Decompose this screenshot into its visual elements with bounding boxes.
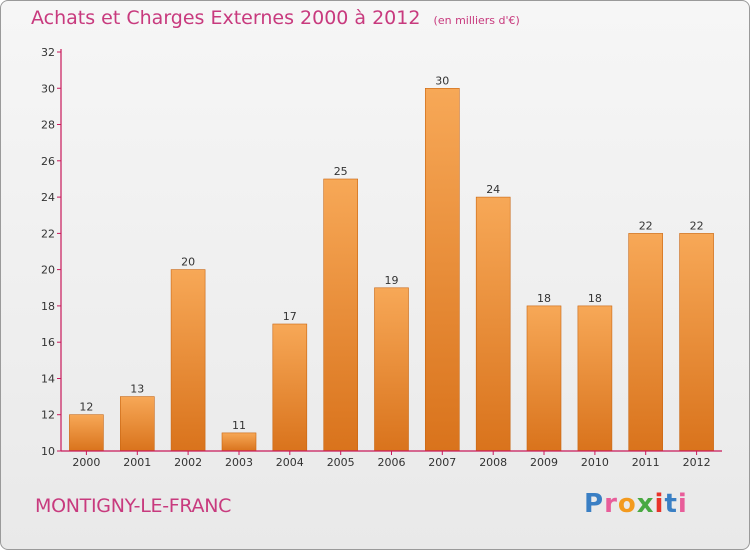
bar-2009 bbox=[526, 305, 562, 452]
y-tick-label-20: 20 bbox=[41, 264, 55, 277]
y-tick-label-16: 16 bbox=[41, 336, 55, 349]
value-label-2009: 18 bbox=[537, 292, 551, 305]
chart-unit: (en milliers d'€) bbox=[433, 14, 520, 27]
proxiti-logo[interactable]: Proxiti bbox=[584, 489, 688, 519]
bar-2012 bbox=[679, 233, 714, 452]
y-tick-label-24: 24 bbox=[41, 191, 55, 204]
y-tick-label-30: 30 bbox=[41, 82, 55, 95]
x-tick-label-2009: 2009 bbox=[530, 456, 558, 469]
y-tick-label-12: 12 bbox=[41, 409, 55, 422]
y-tick-label-18: 18 bbox=[41, 300, 55, 313]
value-label-2005: 25 bbox=[334, 165, 348, 178]
logo-letter: i bbox=[677, 489, 688, 519]
bar-2000 bbox=[69, 414, 104, 452]
value-label-2004: 17 bbox=[283, 310, 297, 323]
value-label-2012: 22 bbox=[690, 219, 704, 232]
value-label-2011: 22 bbox=[639, 219, 653, 232]
bar-2007 bbox=[424, 88, 460, 452]
logo-letter: x bbox=[636, 489, 655, 519]
x-tick-label-2008: 2008 bbox=[479, 456, 507, 469]
x-tick-label-2010: 2010 bbox=[581, 456, 609, 469]
logo-letter: i bbox=[654, 489, 665, 519]
logo-letter: t bbox=[664, 489, 678, 519]
bar-2005 bbox=[323, 178, 359, 452]
commune-name: MONTIGNY-LE-FRANC bbox=[35, 495, 232, 517]
value-label-2008: 24 bbox=[486, 183, 500, 196]
value-label-2006: 19 bbox=[385, 274, 399, 287]
x-tick-label-2001: 2001 bbox=[123, 456, 151, 469]
bar-2011 bbox=[628, 233, 664, 452]
chart-title: Achats et Charges Externes 2000 à 2012 bbox=[31, 7, 421, 29]
value-label-2001: 13 bbox=[130, 383, 144, 396]
bar-2006 bbox=[374, 287, 409, 452]
value-label-2007: 30 bbox=[435, 74, 449, 87]
y-tick-label-14: 14 bbox=[41, 373, 55, 386]
chart-heading: Achats et Charges Externes 2000 à 2012 (… bbox=[31, 7, 520, 29]
bar-2010 bbox=[577, 305, 613, 452]
x-tick-label-2003: 2003 bbox=[225, 456, 253, 469]
x-tick-label-2007: 2007 bbox=[428, 456, 456, 469]
bar-2008 bbox=[475, 196, 511, 452]
value-label-2010: 18 bbox=[588, 292, 602, 305]
bar-2004 bbox=[272, 323, 308, 452]
bar-2001 bbox=[120, 396, 155, 452]
y-tick-label-32: 32 bbox=[41, 46, 55, 59]
axis-layer: 2000 2001 2002 2003 2004 2005 2006 2007 2008 2009… bbox=[41, 46, 722, 469]
x-tick-label-2011: 2011 bbox=[632, 456, 660, 469]
value-label-2003: 11 bbox=[232, 419, 246, 432]
logo-letter: o bbox=[617, 489, 637, 519]
value-label-2000: 12 bbox=[79, 401, 93, 414]
y-tick-label-26: 26 bbox=[41, 155, 55, 168]
y-tick-label-28: 28 bbox=[41, 119, 55, 132]
y-tick-label-22: 22 bbox=[41, 227, 55, 240]
x-tick-label-2004: 2004 bbox=[276, 456, 304, 469]
y-tick-label-10: 10 bbox=[41, 445, 55, 458]
logo-letter: P bbox=[584, 489, 605, 519]
bar-2002 bbox=[170, 269, 206, 452]
x-tick-label-2006: 2006 bbox=[378, 456, 406, 469]
x-tick-label-2012: 2012 bbox=[683, 456, 711, 469]
x-tick-label-2000: 2000 bbox=[72, 456, 100, 469]
logo-letter: r bbox=[604, 489, 618, 519]
bars-layer: 12 13 20 11 17 25 19 30 24 18 18 22 22 bbox=[69, 74, 714, 452]
bar-2003 bbox=[221, 432, 257, 452]
x-tick-label-2005: 2005 bbox=[327, 456, 355, 469]
value-label-2002: 20 bbox=[181, 256, 195, 269]
x-tick-label-2002: 2002 bbox=[174, 456, 202, 469]
